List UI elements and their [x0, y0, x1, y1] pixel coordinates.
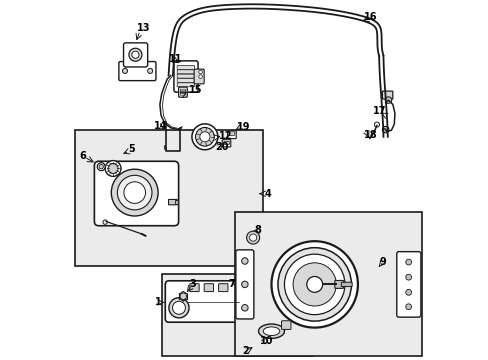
- Circle shape: [249, 234, 256, 241]
- FancyBboxPatch shape: [223, 141, 229, 144]
- Circle shape: [276, 331, 284, 340]
- Text: 5: 5: [128, 144, 135, 154]
- Circle shape: [99, 165, 103, 169]
- FancyBboxPatch shape: [177, 83, 194, 87]
- Circle shape: [147, 68, 152, 73]
- Circle shape: [180, 293, 186, 300]
- Text: 20: 20: [215, 142, 228, 152]
- FancyBboxPatch shape: [218, 284, 227, 292]
- Text: 10: 10: [260, 336, 273, 346]
- Circle shape: [292, 263, 336, 306]
- Text: 7: 7: [227, 279, 234, 289]
- FancyBboxPatch shape: [382, 91, 392, 99]
- FancyBboxPatch shape: [177, 78, 194, 82]
- FancyBboxPatch shape: [175, 200, 178, 204]
- Circle shape: [192, 124, 218, 150]
- Text: 18: 18: [363, 130, 377, 140]
- Circle shape: [200, 132, 209, 142]
- Circle shape: [273, 328, 287, 343]
- Text: 16: 16: [363, 12, 377, 22]
- Circle shape: [129, 48, 142, 61]
- FancyBboxPatch shape: [281, 321, 290, 329]
- FancyBboxPatch shape: [227, 131, 236, 139]
- Circle shape: [168, 298, 189, 318]
- FancyBboxPatch shape: [180, 94, 185, 95]
- Text: 2: 2: [242, 346, 249, 356]
- FancyBboxPatch shape: [177, 66, 194, 69]
- FancyBboxPatch shape: [189, 284, 199, 292]
- Circle shape: [241, 305, 247, 311]
- FancyBboxPatch shape: [168, 199, 177, 205]
- Text: 11: 11: [168, 54, 182, 64]
- FancyBboxPatch shape: [177, 70, 194, 74]
- Text: 1: 1: [155, 297, 162, 307]
- Ellipse shape: [266, 285, 293, 320]
- Ellipse shape: [263, 327, 279, 336]
- Text: 17: 17: [372, 106, 386, 116]
- Text: 13: 13: [136, 23, 150, 33]
- Circle shape: [374, 122, 379, 127]
- Circle shape: [405, 304, 411, 310]
- Bar: [75, 130, 262, 266]
- Circle shape: [132, 51, 139, 58]
- Text: 8: 8: [254, 225, 261, 235]
- Circle shape: [405, 274, 411, 280]
- FancyBboxPatch shape: [228, 132, 234, 135]
- Ellipse shape: [258, 324, 284, 338]
- Circle shape: [123, 182, 145, 203]
- Bar: [235, 212, 422, 356]
- Circle shape: [382, 126, 388, 133]
- Circle shape: [103, 220, 107, 224]
- Text: 12: 12: [219, 131, 232, 141]
- Text: 3: 3: [189, 279, 196, 289]
- Circle shape: [405, 289, 411, 295]
- Circle shape: [199, 75, 202, 78]
- FancyBboxPatch shape: [165, 281, 244, 322]
- Bar: [251, 280, 307, 349]
- Circle shape: [271, 241, 357, 328]
- Circle shape: [241, 281, 247, 288]
- FancyBboxPatch shape: [178, 87, 187, 97]
- FancyBboxPatch shape: [235, 250, 253, 319]
- FancyBboxPatch shape: [180, 89, 185, 91]
- Circle shape: [108, 163, 118, 174]
- Circle shape: [195, 127, 214, 146]
- FancyBboxPatch shape: [396, 252, 420, 317]
- Circle shape: [199, 70, 202, 74]
- FancyBboxPatch shape: [94, 161, 178, 226]
- Circle shape: [172, 301, 185, 314]
- FancyBboxPatch shape: [174, 61, 198, 92]
- Text: 6: 6: [79, 150, 85, 161]
- Text: 14: 14: [153, 121, 167, 131]
- Circle shape: [241, 258, 247, 264]
- Circle shape: [405, 259, 411, 265]
- FancyBboxPatch shape: [334, 280, 343, 288]
- Text: 4: 4: [264, 189, 270, 199]
- FancyBboxPatch shape: [194, 69, 204, 84]
- Circle shape: [277, 248, 351, 321]
- Text: 19: 19: [236, 122, 249, 132]
- Circle shape: [284, 254, 344, 315]
- FancyBboxPatch shape: [222, 140, 230, 147]
- Circle shape: [246, 231, 259, 244]
- Circle shape: [105, 161, 121, 176]
- Circle shape: [306, 276, 322, 292]
- Circle shape: [117, 175, 152, 210]
- Circle shape: [111, 169, 158, 216]
- FancyBboxPatch shape: [180, 91, 185, 93]
- Ellipse shape: [270, 291, 288, 314]
- Text: 15: 15: [188, 85, 202, 95]
- Circle shape: [97, 163, 105, 171]
- Text: 9: 9: [379, 257, 386, 267]
- FancyBboxPatch shape: [341, 282, 351, 287]
- Circle shape: [122, 68, 127, 73]
- FancyBboxPatch shape: [123, 43, 147, 67]
- FancyBboxPatch shape: [204, 284, 213, 292]
- FancyBboxPatch shape: [177, 74, 194, 78]
- Circle shape: [385, 97, 391, 103]
- Bar: [162, 274, 312, 356]
- FancyBboxPatch shape: [119, 62, 156, 81]
